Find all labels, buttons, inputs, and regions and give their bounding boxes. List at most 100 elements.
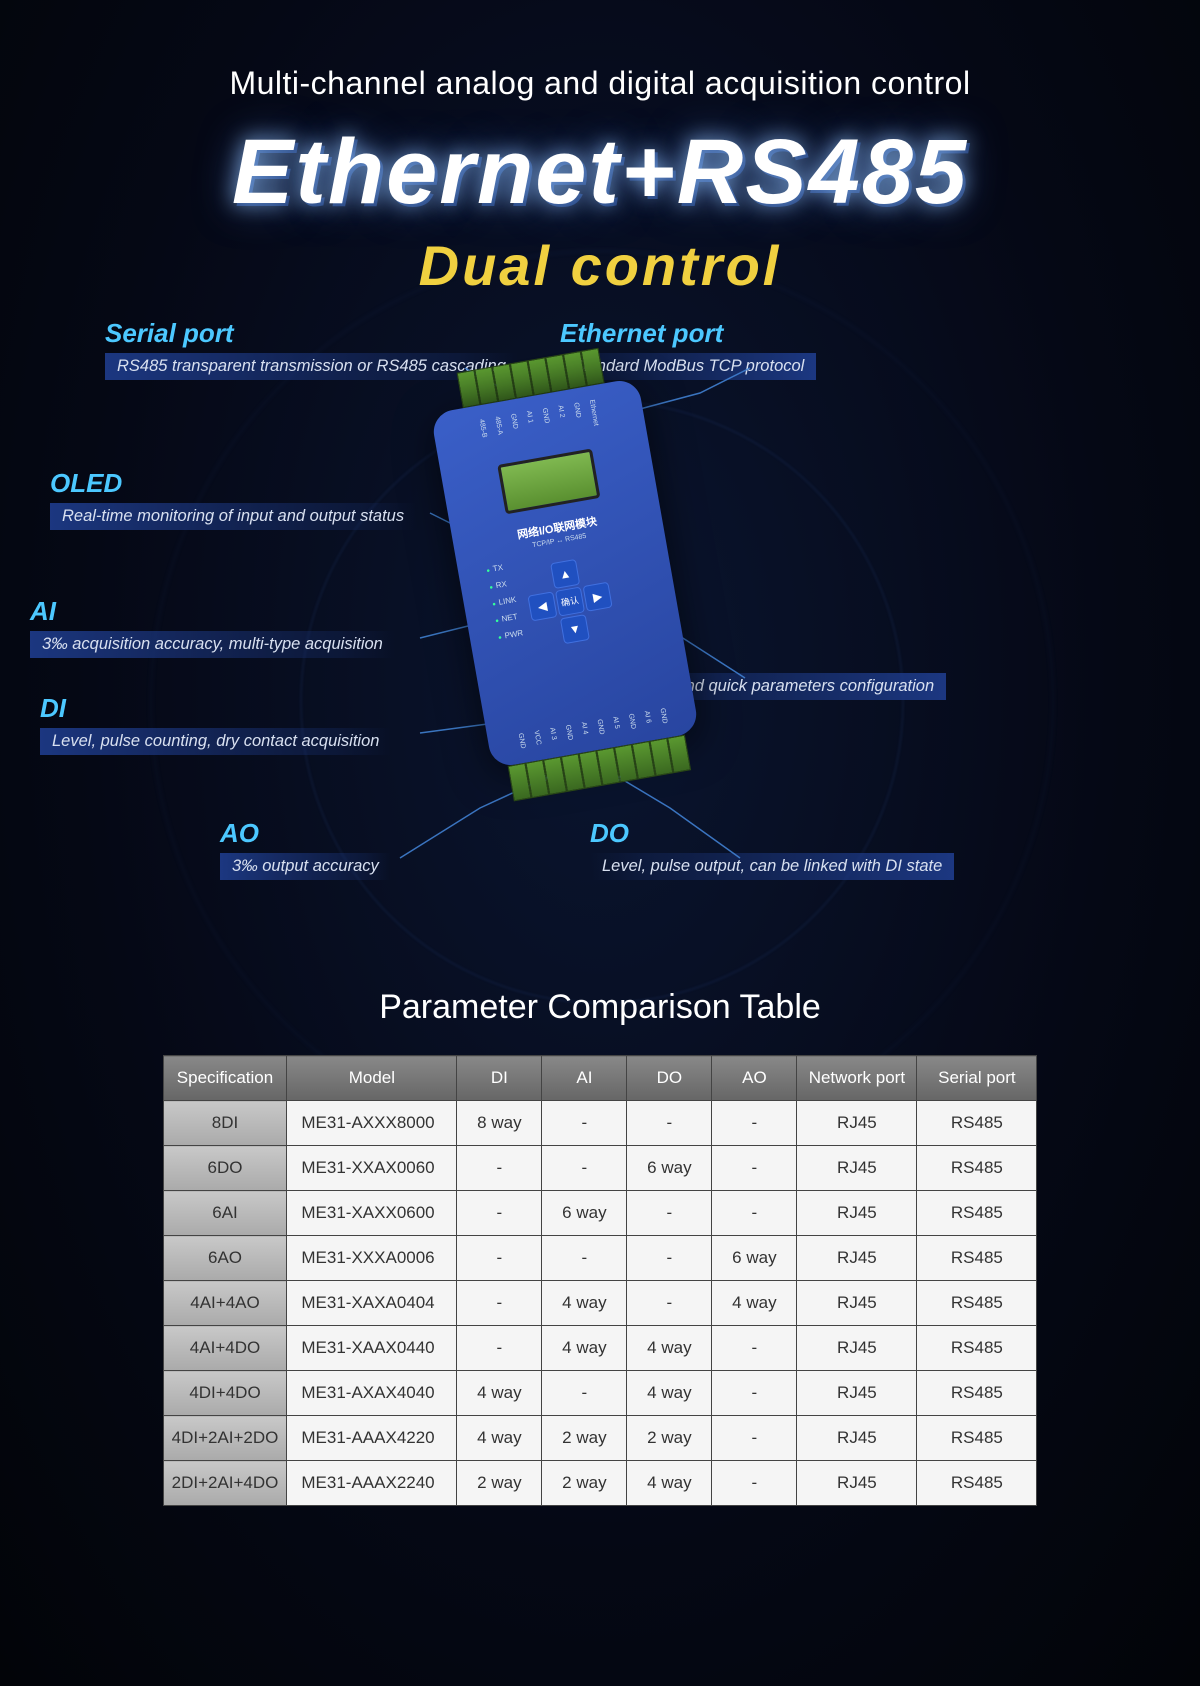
pin-label: VCC (533, 730, 543, 747)
pin-label: GND (659, 708, 669, 725)
table-cell: 6 way (542, 1191, 627, 1236)
table-cell: - (627, 1191, 712, 1236)
subtitle: Multi-channel analog and digital acquisi… (0, 65, 1200, 102)
callout-desc: Real-time monitoring of input and output… (50, 503, 416, 530)
pin-label: AI 6 (643, 711, 653, 728)
device-screen (497, 448, 600, 514)
table-cell: 4DI+4DO (163, 1371, 287, 1416)
table-cell: ME31-AAAX4220 (287, 1416, 457, 1461)
table-cell: - (712, 1101, 797, 1146)
callout-ao: AO 3‰ output accuracy (220, 818, 391, 880)
table-cell: RS485 (917, 1236, 1037, 1281)
table-header: DO (627, 1056, 712, 1101)
pin-label: GND (541, 408, 552, 435)
table-cell: 2 way (542, 1416, 627, 1461)
table-row: 4DI+2AI+2DOME31-AAAX42204 way2 way2 way-… (163, 1416, 1037, 1461)
table-cell: - (712, 1371, 797, 1416)
table-row: 6DOME31-XXAX0060--6 way-RJ45RS485 (163, 1146, 1037, 1191)
dpad-right-icon: ▶ (583, 582, 613, 612)
table-cell: 2 way (457, 1461, 542, 1506)
table-cell: RS485 (917, 1191, 1037, 1236)
callout-title: OLED (50, 468, 416, 499)
dpad-center: 确认 (555, 586, 585, 616)
table-cell: RJ45 (797, 1326, 917, 1371)
table-cell: 6DO (163, 1146, 287, 1191)
table-cell: ME31-XXAX0060 (287, 1146, 457, 1191)
callout-title: AO (220, 818, 391, 849)
table-cell: 8 way (457, 1101, 542, 1146)
table-row: 8DIME31-AXXX80008 way---RJ45RS485 (163, 1101, 1037, 1146)
device-dpad: ▲ ▼ ◀ ▶ 确认 (520, 552, 620, 652)
device-leds: TXRXLINKNETPWR (485, 558, 525, 646)
dpad-down-icon: ▼ (560, 614, 590, 644)
table-cell: RJ45 (797, 1191, 917, 1236)
table-cell: RJ45 (797, 1416, 917, 1461)
pin-label: GND (517, 733, 527, 750)
table-row: 4DI+4DOME31-AXAX40404 way-4 way-RJ45RS48… (163, 1371, 1037, 1416)
pin-label: AI 1 (525, 410, 536, 437)
table-cell: 2 way (627, 1416, 712, 1461)
table-cell: 4 way (627, 1371, 712, 1416)
table-cell: - (627, 1236, 712, 1281)
table-cell: ME31-AXAX4040 (287, 1371, 457, 1416)
callout-desc: RS485 transparent transmission or RS485 … (105, 353, 518, 380)
table-cell: 4AI+4AO (163, 1281, 287, 1326)
table-cell: 4 way (627, 1461, 712, 1506)
table-cell: ME31-XAXA0404 (287, 1281, 457, 1326)
table-row: 4AI+4AOME31-XAXA0404-4 way-4 wayRJ45RS48… (163, 1281, 1037, 1326)
callout-desc: Level, pulse counting, dry contact acqui… (40, 728, 391, 755)
table-cell: RJ45 (797, 1461, 917, 1506)
table-cell: RS485 (917, 1101, 1037, 1146)
table-cell: RJ45 (797, 1101, 917, 1146)
device-illustration: 485-B485-AGNDAI 1GNDAI 2GNDEthernet 网络I/… (430, 378, 699, 769)
table-cell: 4 way (542, 1281, 627, 1326)
pin-label: GND (572, 402, 583, 429)
table-cell: - (457, 1326, 542, 1371)
table-cell: - (457, 1191, 542, 1236)
table-cell: 4 way (457, 1416, 542, 1461)
pin-label: GND (509, 413, 520, 440)
table-cell: RJ45 (797, 1281, 917, 1326)
dpad-left-icon: ◀ (527, 591, 557, 621)
callout-title: Serial port (105, 318, 518, 349)
table-cell: ME31-AAAX2240 (287, 1461, 457, 1506)
table-row: 6AOME31-XXXA0006---6 wayRJ45RS485 (163, 1236, 1037, 1281)
callout-serial: Serial port RS485 transparent transmissi… (105, 318, 518, 380)
table-cell: ME31-XAAX0440 (287, 1326, 457, 1371)
table-cell: 4 way (457, 1371, 542, 1416)
table-cell: - (712, 1146, 797, 1191)
table-cell: RS485 (917, 1326, 1037, 1371)
table-cell: RS485 (917, 1461, 1037, 1506)
table-cell: RJ45 (797, 1371, 917, 1416)
table-cell: 6AO (163, 1236, 287, 1281)
pin-label: GND (564, 725, 574, 742)
callout-do: DO Level, pulse output, can be linked wi… (590, 818, 954, 880)
table-cell: - (542, 1146, 627, 1191)
table-cell: - (457, 1281, 542, 1326)
table-cell: ME31-XAXX0600 (287, 1191, 457, 1236)
dual-control-title: Dual control (0, 233, 1200, 298)
table-cell: RJ45 (797, 1146, 917, 1191)
pin-label: Ethernet (588, 399, 599, 426)
callout-di: DI Level, pulse counting, dry contact ac… (40, 693, 391, 755)
table-header: AO (712, 1056, 797, 1101)
pin-label: 485-A (493, 416, 504, 443)
pin-label: GND (596, 719, 606, 736)
table-cell: - (457, 1146, 542, 1191)
table-cell: - (542, 1101, 627, 1146)
pin-label: AI 5 (611, 716, 621, 733)
table-cell: RS485 (917, 1146, 1037, 1191)
table-row: 4AI+4DOME31-XAAX0440-4 way4 way-RJ45RS48… (163, 1326, 1037, 1371)
table-cell: - (712, 1461, 797, 1506)
table-cell: - (542, 1371, 627, 1416)
device-brand: 网络I/O联网模块 TCP/IP ↔ RS485 (452, 502, 663, 563)
table-cell: 4AI+4DO (163, 1326, 287, 1371)
table-cell: RJ45 (797, 1236, 917, 1281)
table-cell: RS485 (917, 1371, 1037, 1416)
table-title: Parameter Comparison Table (0, 988, 1200, 1027)
table-cell: 6 way (712, 1236, 797, 1281)
main-title: Ethernet+RS485 (0, 120, 1200, 225)
table-header: Specification (163, 1056, 287, 1101)
pin-label: AI 2 (556, 405, 567, 432)
callout-desc: 3‰ acquisition accuracy, multi-type acqu… (30, 631, 395, 658)
